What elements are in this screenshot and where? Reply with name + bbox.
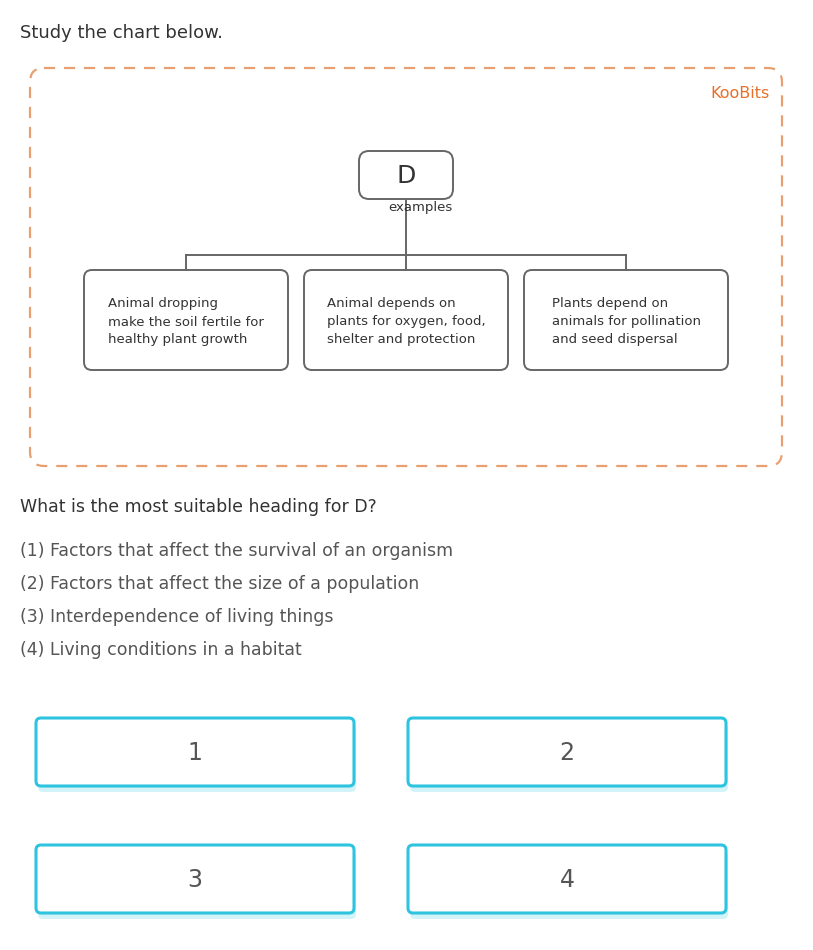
FancyBboxPatch shape <box>38 851 356 919</box>
FancyBboxPatch shape <box>304 270 508 370</box>
FancyBboxPatch shape <box>38 724 356 792</box>
Text: Animal dropping
make the soil fertile for
healthy plant growth: Animal dropping make the soil fertile fo… <box>108 297 264 347</box>
FancyBboxPatch shape <box>408 845 726 913</box>
Text: (3) Interdependence of living things: (3) Interdependence of living things <box>20 608 333 626</box>
FancyBboxPatch shape <box>30 68 782 466</box>
FancyBboxPatch shape <box>36 845 354 913</box>
FancyBboxPatch shape <box>36 718 354 786</box>
Text: Animal depends on
plants for oxygen, food,
shelter and protection: Animal depends on plants for oxygen, foo… <box>327 297 485 347</box>
Text: 4: 4 <box>559 868 575 892</box>
Text: What is the most suitable heading for D?: What is the most suitable heading for D? <box>20 498 376 516</box>
Text: examples: examples <box>388 201 452 214</box>
FancyBboxPatch shape <box>408 718 726 786</box>
Text: (2) Factors that affect the size of a population: (2) Factors that affect the size of a po… <box>20 575 420 593</box>
FancyBboxPatch shape <box>84 270 288 370</box>
FancyBboxPatch shape <box>410 851 728 919</box>
FancyBboxPatch shape <box>359 151 453 199</box>
Text: 3: 3 <box>188 868 202 892</box>
Text: (1) Factors that affect the survival of an organism: (1) Factors that affect the survival of … <box>20 542 453 560</box>
Text: 2: 2 <box>559 741 575 765</box>
FancyBboxPatch shape <box>524 270 728 370</box>
Text: 1: 1 <box>188 741 202 765</box>
Text: Plants depend on
animals for pollination
and seed dispersal: Plants depend on animals for pollination… <box>551 297 701 347</box>
Text: (4) Living conditions in a habitat: (4) Living conditions in a habitat <box>20 641 302 659</box>
FancyBboxPatch shape <box>410 724 728 792</box>
Text: D: D <box>396 164 415 188</box>
Text: KooBits: KooBits <box>711 86 770 101</box>
Text: Study the chart below.: Study the chart below. <box>20 24 223 42</box>
